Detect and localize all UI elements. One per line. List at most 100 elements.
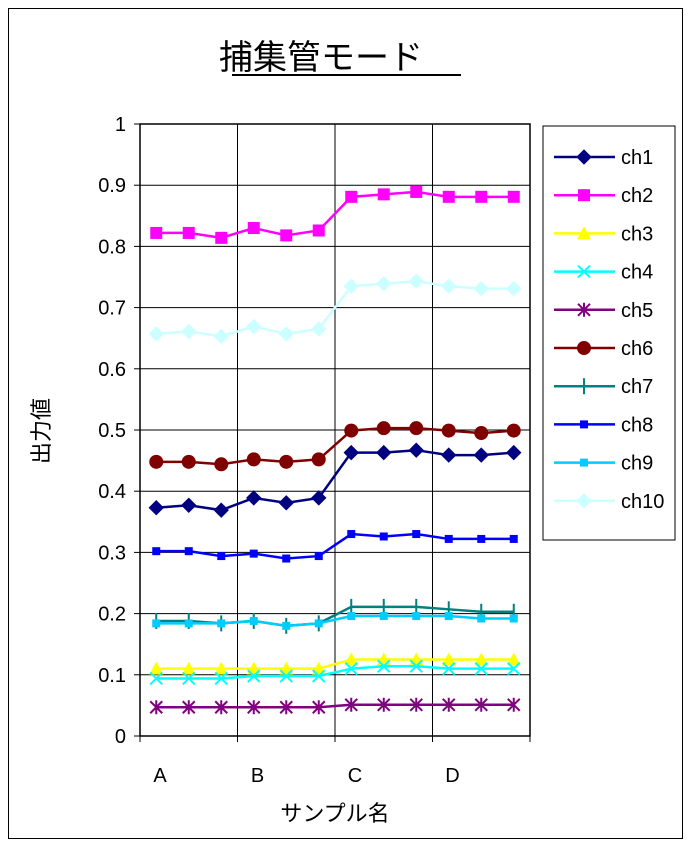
data-point: [473, 447, 489, 463]
y-axis-ticks: 0 0.1 0.2 0.3 0.4 0.5 0.6 0.7 0.8 0.9 1: [98, 114, 140, 748]
data-point: [148, 500, 164, 516]
data-point: [184, 619, 193, 628]
x-axis-ticks: A B C D: [139, 736, 531, 787]
data-point: [279, 700, 293, 715]
legend-label: ch9: [621, 453, 653, 475]
series-line: [156, 664, 514, 680]
y-axis-label: 出力値: [30, 398, 55, 464]
data-point: [347, 612, 356, 621]
x-tick-label: B: [251, 765, 264, 787]
data-point: [444, 612, 453, 621]
legend-marker: [578, 189, 590, 202]
y-tick-label: 0.1: [98, 665, 126, 687]
data-point: [377, 697, 391, 712]
data-point: [214, 700, 228, 715]
legend-marker: [577, 264, 591, 279]
data-point: [474, 661, 488, 676]
data-point: [506, 423, 521, 438]
data-point: [412, 612, 421, 621]
legend-marker: [580, 420, 588, 429]
legend-item-ch8: ch8: [554, 414, 653, 436]
data-point: [214, 457, 229, 472]
data-point: [181, 323, 197, 340]
data-point: [509, 614, 518, 623]
x-tick-label: D: [445, 765, 459, 787]
data-point: [246, 490, 262, 506]
data-point: [311, 452, 326, 467]
data-point: [150, 226, 163, 239]
y-tick-label: 0: [115, 726, 126, 748]
legend-marker: [580, 458, 588, 467]
legend-label: ch2: [621, 185, 653, 207]
data-point: [506, 280, 522, 297]
data-point: [442, 697, 456, 712]
data-point: [149, 454, 164, 469]
data-point: [441, 423, 456, 438]
data-point: [213, 502, 229, 518]
data-point: [214, 671, 228, 686]
data-point: [182, 700, 196, 715]
series-ch5: [149, 697, 521, 715]
data-point: [181, 497, 197, 513]
legend-item-ch5: ch5: [554, 300, 653, 322]
data-point: [345, 190, 358, 203]
data-point: [217, 552, 226, 561]
data-point: [506, 652, 521, 666]
data-point: [412, 530, 421, 539]
data-point: [377, 188, 390, 201]
data-point: [249, 616, 258, 625]
line-chart: 捕集管モード 0 0.1 0.2 0.3 0.4 0.5 0.6 0.7 0.8 0.9 1 A B C…: [30, 38, 676, 827]
data-point: [149, 661, 164, 675]
data-point: [282, 621, 291, 630]
data-point: [181, 661, 196, 675]
data-point: [314, 552, 323, 561]
series-ch10: [148, 273, 522, 345]
y-tick-label: 0.8: [98, 236, 126, 258]
data-point: [442, 661, 456, 676]
data-point: [148, 326, 164, 342]
legend-label: ch6: [621, 338, 653, 360]
chart-frame: 捕集管モード 0 0.1 0.2 0.3 0.4 0.5 0.6 0.7 0.8 0.9 1 A B C…: [8, 8, 683, 839]
data-point: [409, 697, 423, 712]
y-tick-label: 0.7: [98, 298, 126, 320]
data-point: [376, 444, 392, 461]
series-ch1: [148, 442, 522, 518]
legend-label: ch1: [621, 147, 653, 169]
data-point: [246, 452, 261, 467]
data-point: [279, 454, 294, 469]
data-point: [181, 454, 196, 469]
y-tick-label: 0.4: [98, 481, 126, 503]
data-point: [280, 229, 293, 242]
data-point: [474, 652, 489, 666]
data-point: [282, 554, 291, 563]
y-tick-label: 0.6: [98, 359, 126, 381]
series-line: [156, 658, 514, 670]
x-axis-label: サンプル名: [280, 802, 389, 827]
series-ch2: [150, 185, 520, 244]
data-point: [278, 495, 294, 511]
legend-marker: [576, 493, 592, 509]
data-point: [347, 530, 356, 539]
data-point: [344, 423, 359, 438]
legend: ch1 ch2 ch3 ch4 ch5 ch6 ch7 ch8 ch9 ch10: [554, 147, 664, 513]
data-point: [182, 671, 196, 686]
data-point: [149, 700, 163, 715]
data-point: [376, 276, 392, 292]
data-point: [377, 659, 391, 673]
data-point: [442, 190, 455, 203]
data-point: [379, 612, 388, 621]
legend-item-ch7: ch7: [554, 376, 653, 398]
legend-item-ch3: ch3: [554, 223, 653, 245]
data-point: [344, 697, 358, 712]
y-tick-label: 0.9: [98, 175, 126, 197]
series-ch9: [152, 612, 518, 630]
data-point: [408, 273, 424, 289]
series-line: [156, 703, 514, 709]
data-point: [247, 700, 261, 715]
data-point: [408, 442, 424, 458]
legend-item-ch1: ch1: [554, 147, 653, 169]
data-point: [441, 278, 457, 294]
legend-item-ch9: ch9: [554, 453, 653, 475]
legend-label: ch4: [621, 262, 653, 284]
data-point: [473, 280, 489, 297]
